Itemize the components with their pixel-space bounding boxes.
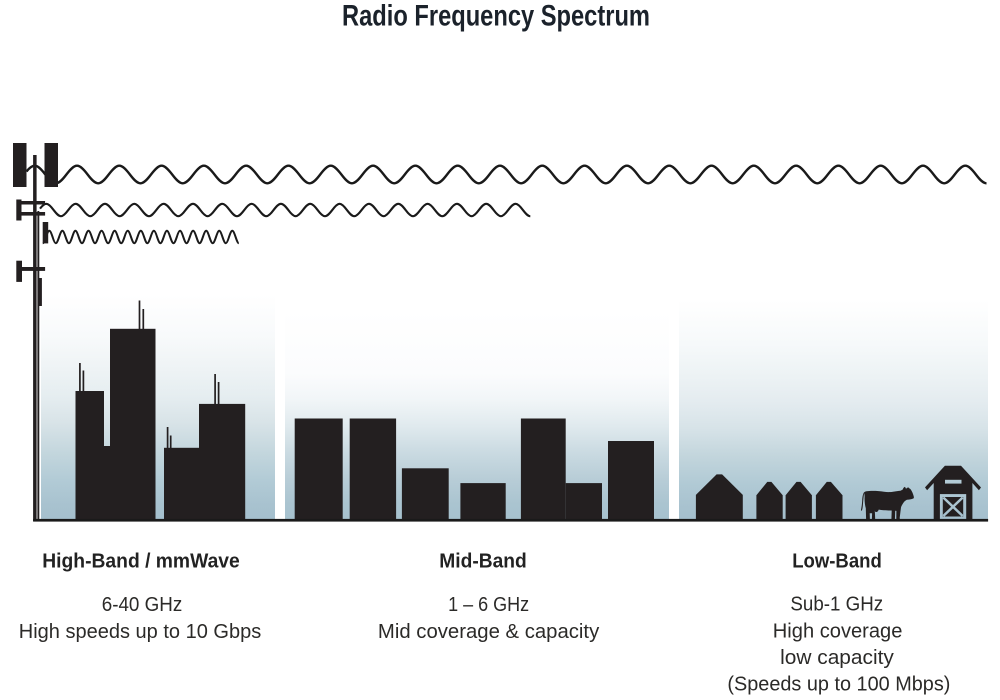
svg-text:Sub-1 GHz: Sub-1 GHz bbox=[790, 594, 883, 616]
svg-text:6-40 GHz: 6-40 GHz bbox=[102, 594, 183, 616]
svg-text:(Speeds up to 100 Mbps): (Speeds up to 100 Mbps) bbox=[727, 674, 950, 696]
svg-text:Mid-Band: Mid-Band bbox=[439, 550, 527, 573]
svg-text:Low-Band: Low-Band bbox=[792, 550, 882, 573]
svg-text:High speeds up to 10 Gbps: High speeds up to 10 Gbps bbox=[19, 621, 262, 643]
svg-text:1 – 6 GHz: 1 – 6 GHz bbox=[448, 594, 529, 616]
svg-text:Mid coverage & capacity: Mid coverage & capacity bbox=[378, 621, 599, 643]
svg-text:low capacity: low capacity bbox=[780, 647, 894, 669]
svg-text:High-Band / mmWave: High-Band / mmWave bbox=[42, 550, 240, 573]
svg-text:Radio Frequency Spectrum: Radio Frequency Spectrum bbox=[342, 0, 650, 33]
svg-text:High coverage: High coverage bbox=[773, 620, 903, 642]
